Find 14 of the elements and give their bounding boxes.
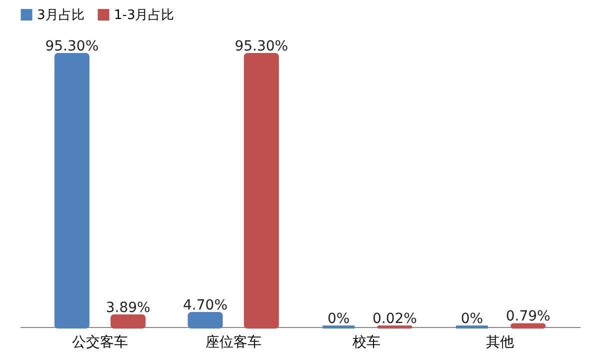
data-label: 0%	[327, 311, 350, 327]
data-label: 0%	[460, 311, 484, 327]
data-label: 95.30%	[45, 38, 99, 54]
x-tick-label: 校车	[352, 334, 381, 350]
legend-label: 1-3月占比	[114, 8, 174, 23]
data-label: 0.02%	[372, 310, 417, 327]
x-tick-label: 公交客车	[72, 334, 128, 350]
x-tick-label: 座位客车	[205, 334, 262, 350]
legend-label: 3月占比	[37, 8, 84, 23]
data-label: 0.79%	[506, 308, 550, 325]
data-label: 4.70%	[183, 298, 228, 314]
data-label: 95.30%	[234, 38, 288, 54]
x-tick-label: 其他	[486, 334, 514, 350]
data-label: 3.89%	[106, 300, 150, 316]
